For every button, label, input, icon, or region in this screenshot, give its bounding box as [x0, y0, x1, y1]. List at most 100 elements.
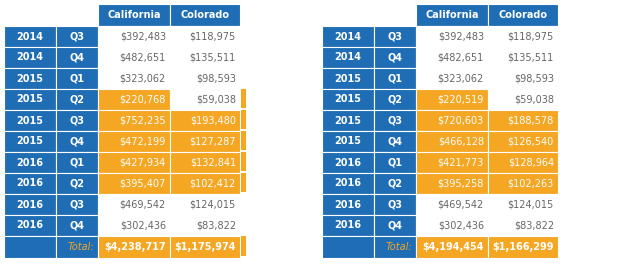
Bar [56, 68, 98, 89]
Text: $126,540: $126,540 [508, 136, 554, 147]
Bar [170, 152, 240, 173]
Bar [241, 152, 246, 171]
Text: $59,038: $59,038 [514, 94, 554, 105]
Text: Q4: Q4 [388, 221, 402, 230]
Bar [241, 89, 246, 108]
Text: $302,436: $302,436 [438, 221, 484, 230]
Bar [322, 47, 374, 68]
Bar [241, 236, 246, 256]
Bar [374, 215, 416, 236]
Text: $193,480: $193,480 [190, 115, 236, 126]
Text: Q3: Q3 [69, 200, 84, 209]
Bar [98, 215, 170, 236]
Bar [488, 89, 558, 110]
Bar [241, 131, 246, 150]
Bar [322, 68, 374, 89]
Text: 2016: 2016 [16, 158, 44, 168]
Bar [416, 173, 488, 194]
Text: 2015: 2015 [16, 94, 44, 105]
Text: Q1: Q1 [69, 158, 84, 168]
Bar [416, 89, 488, 110]
Text: $469,542: $469,542 [438, 200, 484, 209]
Text: Q1: Q1 [388, 73, 402, 84]
Text: Q3: Q3 [69, 115, 84, 126]
Bar [170, 215, 240, 236]
Bar [98, 131, 170, 152]
Bar [98, 68, 170, 89]
Text: 2014: 2014 [334, 52, 361, 63]
Text: 2014: 2014 [16, 52, 44, 63]
Text: 2016: 2016 [334, 221, 361, 230]
Text: $302,436: $302,436 [120, 221, 166, 230]
Text: $472,199: $472,199 [120, 136, 166, 147]
Text: Total:: Total: [386, 242, 412, 252]
Text: Q3: Q3 [388, 115, 402, 126]
Bar [374, 89, 416, 110]
Bar [322, 110, 374, 131]
Bar [170, 131, 240, 152]
Bar [170, 173, 240, 194]
Bar [4, 4, 56, 26]
Text: $124,015: $124,015 [190, 200, 236, 209]
Text: Q3: Q3 [69, 31, 84, 41]
Bar [488, 110, 558, 131]
Text: $427,934: $427,934 [120, 158, 166, 168]
Text: Q2: Q2 [388, 94, 402, 105]
Bar [170, 110, 240, 131]
Bar [322, 4, 374, 26]
Text: $102,263: $102,263 [508, 179, 554, 188]
Bar [488, 68, 558, 89]
Bar [4, 215, 56, 236]
Text: 2015: 2015 [334, 73, 361, 84]
Text: Total:: Total: [67, 242, 94, 252]
Text: Colorado: Colorado [180, 10, 230, 20]
Text: $1,166,299: $1,166,299 [492, 242, 554, 252]
Text: $752,235: $752,235 [119, 115, 166, 126]
Bar [4, 194, 56, 215]
Bar [4, 236, 56, 258]
Bar [56, 236, 98, 258]
Text: Q1: Q1 [388, 158, 402, 168]
Bar [56, 215, 98, 236]
Bar [56, 26, 98, 47]
Bar [4, 173, 56, 194]
Text: $1,175,974: $1,175,974 [175, 242, 236, 252]
Bar [170, 68, 240, 89]
Text: $395,258: $395,258 [437, 179, 484, 188]
Text: 2016: 2016 [16, 221, 44, 230]
Text: 2015: 2015 [334, 115, 361, 126]
Bar [56, 4, 98, 26]
Text: Q2: Q2 [69, 179, 84, 188]
Text: $132,841: $132,841 [190, 158, 236, 168]
Text: $720,603: $720,603 [438, 115, 484, 126]
Bar [488, 131, 558, 152]
Text: California: California [425, 10, 479, 20]
Bar [416, 68, 488, 89]
Bar [56, 47, 98, 68]
Bar [98, 173, 170, 194]
Text: $220,768: $220,768 [120, 94, 166, 105]
Bar [416, 110, 488, 131]
Text: Q4: Q4 [69, 221, 84, 230]
Text: 2016: 2016 [334, 200, 361, 209]
Bar [374, 68, 416, 89]
Text: 2016: 2016 [16, 200, 44, 209]
Text: $83,822: $83,822 [514, 221, 554, 230]
Bar [170, 89, 240, 110]
Bar [488, 173, 558, 194]
Bar [170, 236, 240, 258]
Bar [4, 47, 56, 68]
Bar [374, 131, 416, 152]
Bar [416, 152, 488, 173]
Bar [170, 26, 240, 47]
Bar [98, 236, 170, 258]
Text: Q1: Q1 [69, 73, 84, 84]
Bar [56, 173, 98, 194]
Bar [488, 236, 558, 258]
Bar [98, 152, 170, 173]
Text: $135,511: $135,511 [508, 52, 554, 63]
Bar [416, 194, 488, 215]
Text: $469,542: $469,542 [120, 200, 166, 209]
Bar [374, 110, 416, 131]
Text: Q3: Q3 [388, 200, 402, 209]
